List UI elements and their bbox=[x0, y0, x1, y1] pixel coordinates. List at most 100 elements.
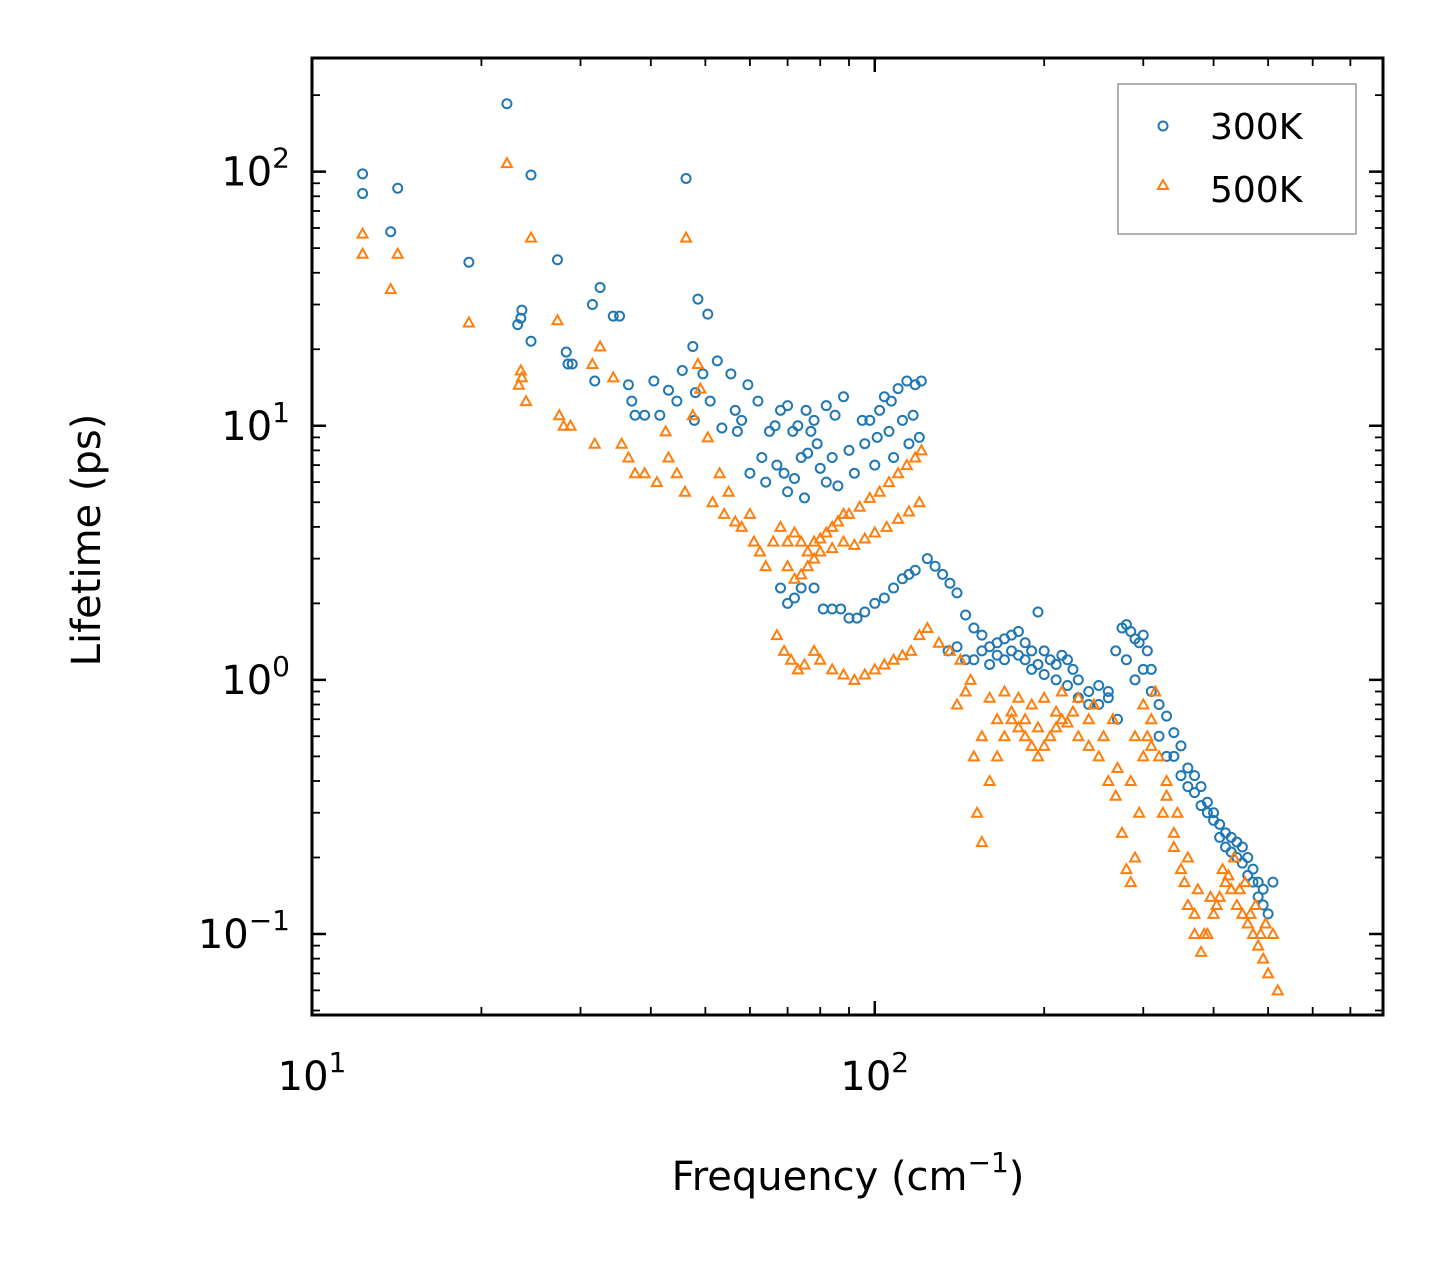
point-500K bbox=[912, 495, 927, 508]
x-tick-label: 101 bbox=[278, 1046, 347, 1100]
point-500K bbox=[982, 773, 997, 787]
point-500K bbox=[950, 697, 964, 710]
point-300K bbox=[1050, 674, 1062, 686]
point-500K bbox=[1232, 882, 1247, 895]
point-300K bbox=[357, 168, 369, 180]
point-500K bbox=[836, 667, 851, 680]
point-300K bbox=[586, 299, 598, 311]
point-500K bbox=[1082, 738, 1096, 751]
legend-box bbox=[1117, 83, 1357, 235]
point-500K bbox=[1203, 889, 1218, 902]
point-500K bbox=[963, 672, 978, 685]
point-300K bbox=[871, 431, 883, 443]
point-500K bbox=[800, 544, 815, 557]
point-300K bbox=[838, 391, 850, 403]
point-300K bbox=[788, 473, 800, 485]
point-500K bbox=[777, 643, 791, 656]
point-300K bbox=[560, 346, 572, 358]
point-500K bbox=[943, 643, 957, 656]
point-300K bbox=[626, 395, 638, 407]
point-500K bbox=[462, 315, 476, 328]
point-300K bbox=[771, 459, 783, 471]
point-300K bbox=[1061, 680, 1073, 692]
point-500K bbox=[797, 657, 812, 670]
point-300K bbox=[676, 364, 688, 376]
point-300K bbox=[896, 414, 908, 426]
series-500k bbox=[355, 156, 1285, 996]
point-300K bbox=[688, 414, 700, 426]
point-500K bbox=[990, 712, 1004, 725]
point-500K bbox=[1159, 773, 1174, 787]
point-300K bbox=[984, 658, 996, 670]
point-500K bbox=[1238, 875, 1252, 888]
point-300K bbox=[1120, 654, 1132, 666]
point-500K bbox=[877, 657, 892, 670]
point-300K bbox=[1072, 674, 1084, 686]
point-500K bbox=[1124, 875, 1138, 888]
point-500K bbox=[712, 466, 727, 479]
point-300K bbox=[907, 409, 919, 421]
point-500K bbox=[1227, 850, 1241, 863]
point-500K bbox=[661, 450, 676, 463]
point-500K bbox=[524, 230, 538, 243]
point-300K bbox=[654, 409, 666, 421]
point-500K bbox=[1060, 715, 1075, 728]
point-300K bbox=[1182, 781, 1194, 793]
point-300K bbox=[937, 568, 949, 580]
point-500K bbox=[588, 436, 602, 449]
point-500K bbox=[1212, 889, 1227, 902]
point-500K bbox=[825, 541, 839, 554]
point-500K bbox=[1148, 684, 1162, 697]
point-300K bbox=[951, 641, 963, 653]
x-tick-labels: 101 102 bbox=[278, 1046, 910, 1100]
point-500K bbox=[721, 484, 736, 497]
point-300K bbox=[729, 404, 741, 416]
point-300K bbox=[951, 587, 963, 599]
point-300K bbox=[1032, 606, 1044, 618]
point-500K bbox=[563, 418, 578, 431]
point-300K bbox=[944, 577, 956, 589]
point-500K bbox=[1011, 690, 1026, 703]
point-300K bbox=[869, 459, 881, 471]
point-300K bbox=[820, 400, 832, 412]
point-300K bbox=[671, 395, 683, 407]
point-500K bbox=[679, 230, 693, 243]
point-500K bbox=[882, 475, 896, 488]
point-500K bbox=[705, 495, 720, 508]
point-500K bbox=[970, 805, 984, 818]
point-500K bbox=[1071, 729, 1086, 742]
point-500K bbox=[556, 418, 571, 431]
point-500K bbox=[384, 282, 398, 295]
point-500K bbox=[717, 506, 731, 519]
point-300K bbox=[1182, 762, 1194, 774]
point-300K bbox=[1236, 841, 1248, 853]
point-300K bbox=[915, 375, 927, 387]
point-300K bbox=[1201, 807, 1213, 819]
series-300k bbox=[357, 98, 1279, 920]
point-500K bbox=[515, 370, 529, 383]
point-500K bbox=[891, 511, 905, 524]
point-300K bbox=[1137, 629, 1149, 641]
point-300K bbox=[742, 379, 754, 391]
point-300K bbox=[1168, 727, 1180, 739]
point-500K bbox=[780, 534, 795, 547]
point-300K bbox=[501, 98, 513, 110]
point-500K bbox=[606, 370, 620, 383]
point-300K bbox=[1189, 787, 1201, 799]
point-500K bbox=[1241, 916, 1255, 929]
point-500K bbox=[550, 313, 565, 326]
point-500K bbox=[1156, 805, 1170, 818]
point-300K bbox=[909, 564, 921, 576]
point-300K bbox=[808, 414, 820, 426]
point-300K bbox=[1153, 699, 1165, 711]
point-300K bbox=[1208, 807, 1220, 819]
point-500K bbox=[914, 443, 929, 456]
point-500K bbox=[1224, 882, 1238, 895]
point-500K bbox=[982, 690, 997, 703]
point-300K bbox=[1141, 645, 1153, 657]
point-300K bbox=[680, 172, 692, 184]
point-500K bbox=[891, 466, 905, 479]
point-500K bbox=[512, 377, 526, 390]
point-500K bbox=[686, 408, 700, 421]
